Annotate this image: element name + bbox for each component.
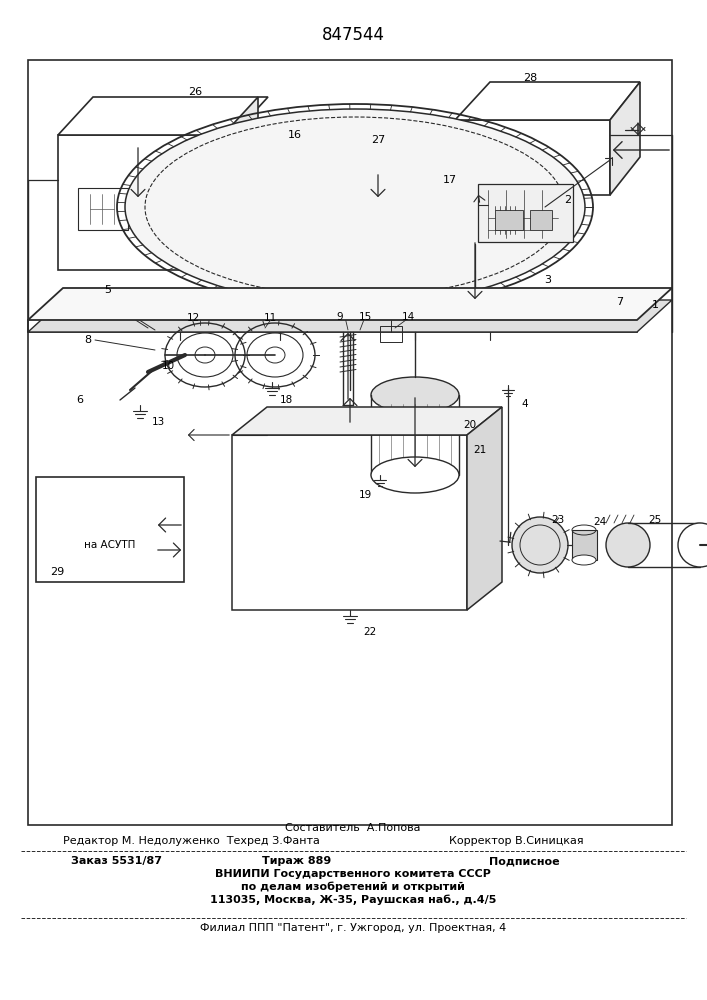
Text: 18: 18 [279,395,293,405]
Text: 5: 5 [105,285,112,295]
Text: 847544: 847544 [322,26,385,44]
Polygon shape [28,300,672,332]
Text: 23: 23 [551,515,565,525]
Text: 19: 19 [358,490,372,500]
Polygon shape [610,82,640,195]
Ellipse shape [371,457,459,493]
Text: 21: 21 [474,445,486,455]
Polygon shape [58,97,268,135]
Text: 2: 2 [564,195,571,205]
Ellipse shape [606,523,650,567]
Bar [58,135,223,270]
Bar [28,60,672,825]
Bar [478,184,573,242]
Ellipse shape [512,517,568,573]
Text: 29: 29 [50,567,64,577]
Text: 7: 7 [617,297,624,307]
Bar [530,210,552,230]
Text: по делам изобретений и открытий: по делам изобретений и открытий [241,882,465,892]
Ellipse shape [572,555,596,565]
Bar [495,210,523,230]
Text: 28: 28 [523,73,537,83]
Text: 16: 16 [288,130,302,140]
Bar [78,188,128,230]
Bar [36,477,184,582]
Text: 20: 20 [463,420,477,430]
Text: 17: 17 [443,175,457,185]
Bar [232,435,467,610]
Text: Корректор В.Синицкая: Корректор В.Синицкая [449,836,583,846]
Polygon shape [455,82,640,120]
Text: Подписное: Подписное [489,856,559,866]
Text: 3: 3 [544,275,551,285]
Bar [572,530,597,560]
Text: Филиал ППП "Патент", г. Ужгород, ул. Проектная, 4: Филиал ППП "Патент", г. Ужгород, ул. Про… [200,923,506,933]
Polygon shape [28,288,672,320]
Text: Тираж 889: Тираж 889 [262,856,332,866]
Text: 14: 14 [402,312,414,322]
Bar [380,326,402,342]
Text: 27: 27 [371,135,385,145]
Text: 11: 11 [264,313,276,323]
Bar [143,188,193,230]
Text: ВНИИПИ Государственного комитета СССР: ВНИИПИ Государственного комитета СССР [215,869,491,879]
Text: 26: 26 [188,87,202,97]
Polygon shape [467,407,502,610]
Text: 10: 10 [161,361,175,371]
Text: 25: 25 [648,515,662,525]
Bar [455,120,610,195]
Text: на АСУТП: на АСУТП [84,540,136,550]
Text: 9: 9 [337,312,344,322]
Text: 22: 22 [363,627,377,637]
Ellipse shape [125,109,585,305]
Ellipse shape [371,377,459,413]
Text: Заказ 5531/87: Заказ 5531/87 [71,856,162,866]
Text: 15: 15 [358,312,372,322]
Text: 113035, Москва, Ж-35, Раушская наб., д.4/5: 113035, Москва, Ж-35, Раушская наб., д.4… [210,895,496,905]
Text: 8: 8 [84,335,92,345]
Polygon shape [232,407,502,435]
Ellipse shape [195,347,215,363]
Text: Составитель  А.Попова: Составитель А.Попова [285,823,421,833]
Text: 24: 24 [593,517,607,527]
Text: 4: 4 [522,399,528,409]
Polygon shape [223,97,258,270]
Text: 1: 1 [651,300,658,310]
Ellipse shape [678,523,707,567]
Text: Редактор М. Недолуженко  Техред З.Фанта: Редактор М. Недолуженко Техред З.Фанта [62,836,320,846]
Text: 12: 12 [187,313,199,323]
Ellipse shape [265,347,285,363]
Text: 13: 13 [151,417,165,427]
Text: 6: 6 [76,395,83,405]
